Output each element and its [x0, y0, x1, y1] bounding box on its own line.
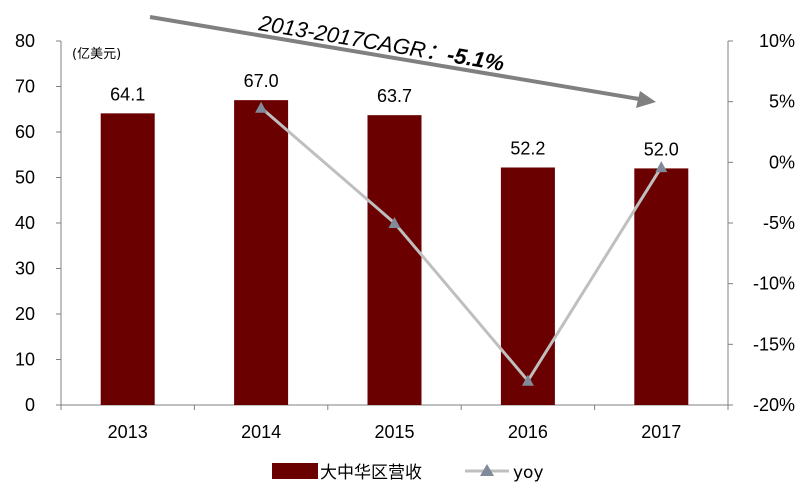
yoy-line	[260, 106, 663, 384]
legend-label-yoy: yoy	[513, 463, 544, 483]
bar-data-label: 63.7	[377, 86, 412, 106]
left-tick-label: 40	[15, 213, 35, 233]
right-tick-label: 0%	[769, 152, 795, 172]
bar	[500, 167, 555, 405]
yoy-marker	[388, 217, 401, 228]
bar	[100, 113, 155, 405]
bar-data-label: 52.2	[510, 138, 545, 158]
legend: 大中华区营收 yoy	[272, 463, 544, 483]
yoy-marker	[655, 161, 668, 173]
bar	[634, 168, 689, 405]
x-tick-label: 2015	[374, 422, 414, 442]
yoy-line-group	[255, 101, 668, 386]
x-tick-label: 2016	[508, 422, 548, 442]
bar	[367, 115, 422, 405]
bar-data-label: 64.1	[110, 84, 145, 104]
x-tick-label: 2014	[241, 422, 281, 442]
unit-label: (亿美元)	[72, 47, 121, 62]
bars-group	[100, 100, 689, 406]
right-tick-label: 10%	[759, 31, 795, 51]
legend-swatch-yoy-marker	[480, 464, 494, 476]
right-tick-label: -20%	[753, 395, 795, 415]
x-tick-label: 2017	[641, 422, 681, 442]
legend-swatch-revenue	[272, 463, 318, 479]
legend-label-revenue: 大中华区营收	[320, 463, 422, 483]
right-tick-label: -5%	[763, 213, 795, 233]
left-tick-label: 10	[15, 350, 35, 370]
bar-labels-group: 64.1 67.0 63.7 52.2 52.0	[110, 71, 679, 159]
cagr-arrow-head	[636, 91, 656, 108]
yoy-marker	[521, 374, 534, 386]
left-tick-label: 50	[15, 168, 35, 188]
left-tick-label: 80	[15, 31, 35, 51]
left-tick-label: 70	[15, 77, 35, 97]
x-axis-ticks: 2013 2014 2015 2016 2017	[60, 405, 729, 442]
left-tick-label: 0	[25, 395, 35, 415]
left-tick-label: 20	[15, 304, 35, 324]
cagr-value: -5.1%	[445, 42, 506, 76]
yoy-marker	[255, 101, 268, 113]
left-axis-ticks: 0 10 20 30 40 50 60 70 80	[15, 31, 61, 415]
right-tick-label: -15%	[753, 334, 795, 354]
cagr-text: 2013-2017CAGR：	[256, 10, 449, 66]
bar-data-label: 67.0	[244, 71, 279, 91]
right-tick-label: -10%	[753, 274, 795, 294]
left-tick-label: 60	[15, 122, 35, 142]
right-tick-label: 5%	[769, 92, 795, 112]
right-axis-ticks: 10% 5% 0% -5% -10% -15% -20%	[728, 31, 795, 415]
bar	[234, 100, 289, 406]
cagr-arrow-line	[149, 15, 646, 102]
bar-data-label: 52.0	[644, 139, 679, 159]
left-tick-label: 30	[15, 259, 35, 279]
x-tick-label: 2013	[108, 422, 148, 442]
